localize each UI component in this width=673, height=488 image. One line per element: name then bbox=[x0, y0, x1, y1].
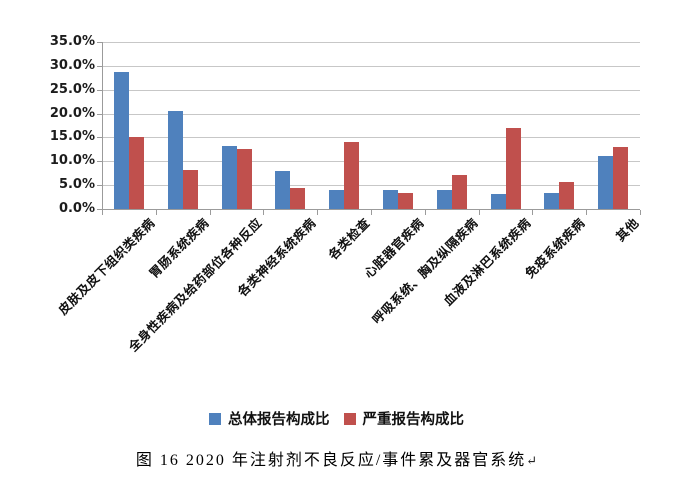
x-category-label: 皮肤及皮下组织类疾病 bbox=[55, 215, 158, 318]
y-tick-label: 30.0% bbox=[49, 57, 95, 73]
bar-serious-9 bbox=[613, 146, 629, 209]
legend-swatch-blue-icon bbox=[209, 412, 221, 425]
paragraph-mark-icon: ↵ bbox=[526, 453, 538, 468]
bar-total-5 bbox=[382, 189, 398, 209]
figure-16-bar-chart: 0.0% 5.0% 10.0% 15.0% 20.0% 25.0% 30.0% 35.0% 皮肤… bbox=[49, 34, 642, 354]
y-axis-tick bbox=[97, 65, 102, 67]
y-axis-tick bbox=[97, 113, 102, 115]
y-axis-line bbox=[102, 42, 103, 213]
x-axis-tick bbox=[586, 210, 588, 215]
chart-legend: 总体报告构成比 严重报告构成比 bbox=[0, 408, 673, 429]
legend-item-serious: 严重报告构成比 bbox=[343, 408, 465, 429]
y-tick-label: 0.0% bbox=[58, 201, 95, 216]
gridline bbox=[102, 137, 640, 139]
y-axis-tick bbox=[97, 89, 102, 91]
bar-serious-4 bbox=[344, 141, 360, 209]
x-axis-tick bbox=[209, 210, 211, 215]
y-axis-tick bbox=[97, 185, 102, 187]
x-axis-tick bbox=[102, 210, 103, 215]
gridline bbox=[102, 89, 640, 91]
x-axis-tick bbox=[263, 210, 265, 215]
x-axis-tick bbox=[424, 210, 426, 215]
gridline bbox=[102, 161, 640, 163]
bar-serious-6 bbox=[451, 175, 467, 209]
legend-swatch-red-icon bbox=[343, 412, 356, 425]
x-axis-tick bbox=[532, 210, 534, 215]
bar-total-0 bbox=[113, 72, 129, 209]
bar-serious-0 bbox=[128, 137, 144, 209]
gridline bbox=[102, 185, 640, 187]
bar-total-1 bbox=[167, 110, 183, 209]
y-tick-label: 25.0% bbox=[49, 81, 95, 97]
gridline bbox=[102, 65, 640, 67]
y-axis-tick bbox=[97, 161, 102, 163]
x-axis-tick bbox=[317, 210, 319, 215]
x-axis-line bbox=[102, 209, 640, 210]
bar-total-9 bbox=[598, 156, 614, 209]
y-tick-label: 15.0% bbox=[49, 129, 95, 145]
bar-serious-3 bbox=[290, 188, 306, 209]
bar-serious-2 bbox=[236, 148, 252, 209]
bar-total-8 bbox=[544, 193, 560, 209]
bar-total-6 bbox=[436, 189, 452, 209]
bar-serious-8 bbox=[559, 181, 575, 209]
y-axis-tick bbox=[97, 42, 102, 43]
legend-label-serious: 严重报告构成比 bbox=[362, 412, 465, 428]
figure-caption: 图 16 2020 年注射剂不良反应/事件累及器官系统↵ bbox=[0, 446, 673, 470]
y-axis-tick bbox=[97, 209, 102, 210]
x-category-label: 其他 bbox=[613, 215, 642, 245]
legend-label-total: 总体报告构成比 bbox=[228, 412, 330, 428]
x-axis-tick bbox=[371, 210, 372, 215]
legend-item-total: 总体报告构成比 bbox=[209, 408, 330, 429]
y-tick-label: 10.0% bbox=[49, 153, 95, 169]
bar-total-7 bbox=[490, 193, 506, 209]
bar-total-2 bbox=[221, 146, 237, 209]
x-axis-tick bbox=[478, 210, 480, 215]
y-tick-label: 5.0% bbox=[58, 177, 95, 193]
x-axis-tick bbox=[640, 210, 641, 215]
bar-total-4 bbox=[329, 189, 345, 209]
gridline bbox=[102, 113, 640, 115]
x-axis-tick bbox=[155, 210, 157, 215]
y-tick-label: 20.0% bbox=[49, 105, 95, 121]
y-tick-label: 35.0% bbox=[49, 34, 95, 49]
figure-caption-text: 图 16 2020 年注射剂不良反应/事件累及器官系统 bbox=[135, 452, 527, 469]
bar-total-3 bbox=[275, 171, 291, 209]
gridline bbox=[102, 42, 640, 43]
y-axis-tick bbox=[97, 137, 102, 139]
x-category-label: 各类检查 bbox=[326, 215, 373, 263]
bar-serious-7 bbox=[505, 127, 521, 209]
bar-serious-5 bbox=[397, 193, 413, 209]
bar-serious-1 bbox=[182, 169, 198, 209]
